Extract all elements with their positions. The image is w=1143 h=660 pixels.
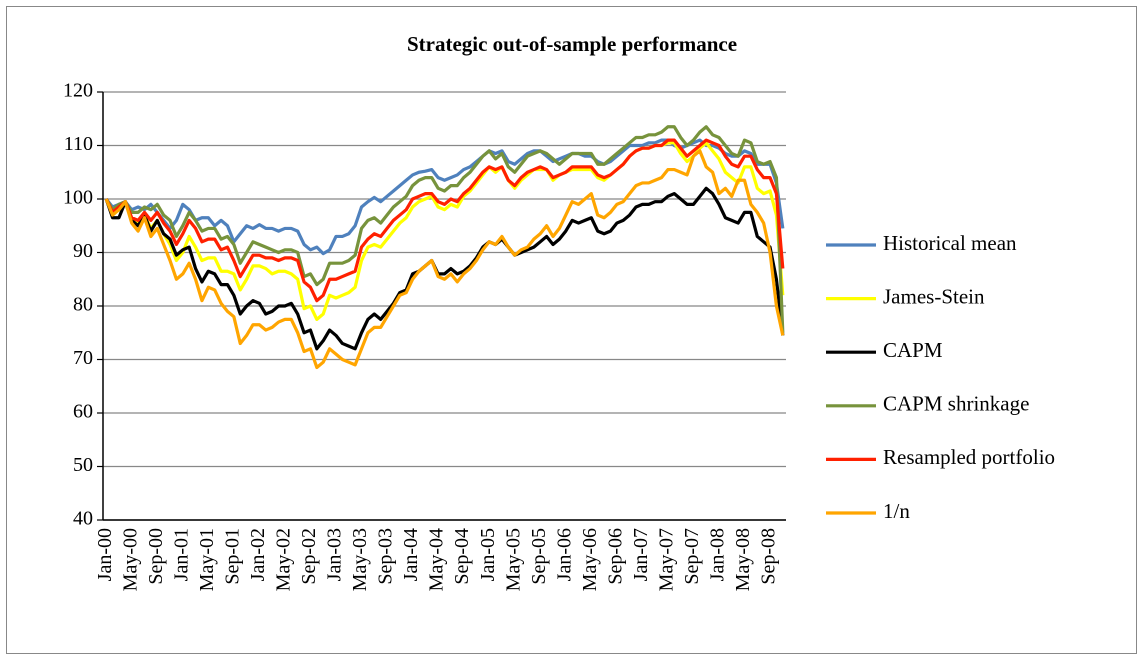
x-tick-label: May-02	[273, 528, 295, 591]
x-tick-label: Sep-00	[145, 528, 167, 585]
legend-label: CAPM	[883, 338, 943, 362]
x-tick-label: Jan-00	[94, 528, 116, 581]
series-line	[104, 186, 785, 351]
legend-label: 1/n	[883, 499, 910, 523]
y-tick-label: 60	[73, 401, 93, 423]
y-tick-label: 100	[63, 187, 93, 209]
legend-label: Historical mean	[883, 231, 1017, 255]
x-tick-label: Jan-08	[707, 528, 729, 581]
x-tick-label: Jan-02	[247, 528, 269, 581]
x-tick-label: May-00	[119, 528, 141, 591]
chart-frame	[6, 6, 1137, 654]
x-tick-label: Jan-07	[630, 528, 652, 581]
x-tick-label: May-01	[196, 528, 218, 591]
legend-label: Resampled portfolio	[883, 445, 1055, 469]
y-tick-label: 40	[73, 508, 93, 530]
x-tick-label: Sep-04	[451, 528, 473, 585]
y-tick-label: 90	[73, 240, 93, 262]
x-tick-label: May-04	[426, 528, 448, 591]
x-tick-label: Sep-02	[298, 528, 320, 585]
series-line	[104, 141, 785, 321]
x-tick-label: Jan-01	[170, 528, 192, 581]
x-tick-label: May-08	[732, 528, 754, 591]
chart-title: Strategic out-of-sample performance	[407, 32, 737, 56]
y-tick-label: 120	[63, 80, 93, 102]
series-line	[104, 138, 785, 303]
y-tick-label: 50	[73, 454, 93, 476]
x-tick-label: Sep-03	[375, 528, 397, 585]
y-tick-label: 110	[64, 133, 93, 155]
x-tick-label: Sep-06	[604, 528, 626, 585]
legend-label: James-Stein	[883, 284, 985, 308]
x-tick-label: May-03	[349, 528, 371, 591]
x-tick-label: May-05	[502, 528, 524, 591]
legend-label: CAPM shrinkage	[883, 392, 1029, 416]
x-tick-label: Jan-06	[553, 528, 575, 581]
x-tick-label: May-07	[656, 528, 678, 591]
x-tick-label: Sep-07	[681, 528, 703, 585]
x-tick-label: Sep-05	[528, 528, 550, 585]
y-tick-label: 70	[73, 347, 93, 369]
x-tick-label: Jan-05	[477, 528, 499, 581]
y-tick-label: 80	[73, 294, 93, 316]
x-tick-label: Jan-03	[324, 528, 346, 581]
x-tick-label: Sep-08	[758, 528, 780, 585]
x-tick-label: Jan-04	[400, 528, 422, 581]
series-line	[104, 125, 785, 333]
x-tick-label: Sep-01	[221, 528, 243, 585]
x-tick-label: May-06	[579, 528, 601, 591]
series-line	[104, 149, 785, 370]
